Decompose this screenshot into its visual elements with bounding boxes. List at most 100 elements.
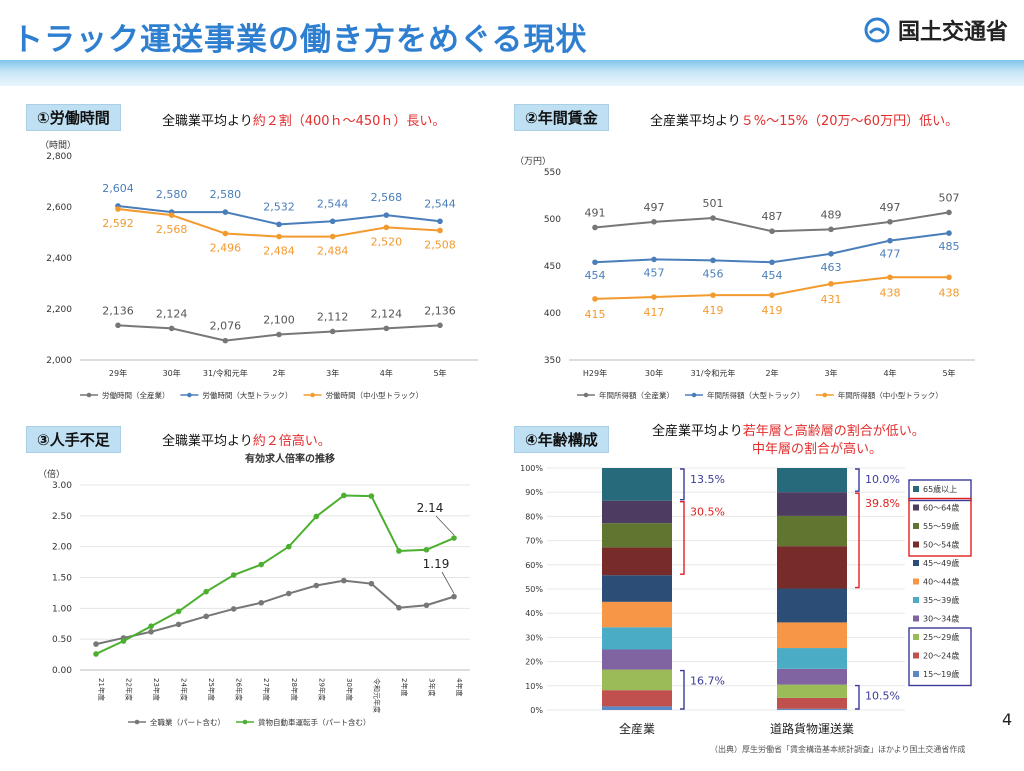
data-point [175, 608, 182, 615]
bar-segment [602, 649, 672, 670]
data-point [651, 294, 657, 300]
data-label: 507 [939, 191, 960, 204]
x-tick-label: 2年度 [400, 678, 409, 696]
data-point [396, 548, 402, 554]
legend-swatch [913, 560, 919, 566]
data-point [230, 572, 237, 578]
bar-segment [777, 668, 847, 685]
legend-swatch [913, 615, 919, 622]
data-point [710, 257, 716, 264]
x-tick-label: 3年 [824, 368, 837, 378]
legend-swatch [913, 671, 919, 677]
data-label: 491 [585, 206, 606, 219]
legend-label: 年間所得額（中小型トラック） [838, 390, 943, 400]
x-tick-label: 令和元年度 [372, 678, 381, 713]
bracket [680, 468, 685, 501]
panel-wage-title: ②年間賃金 [514, 104, 609, 131]
data-label: 497 [644, 201, 665, 214]
data-point [276, 233, 282, 240]
bar-segment [602, 601, 672, 628]
data-point [93, 651, 99, 657]
legend-marker [242, 719, 248, 725]
x-tick-label: 5年 [433, 368, 446, 378]
y-tick-label: 20% [525, 658, 543, 667]
bar-segment [777, 468, 847, 493]
legend-label: 労働時間（中小型トラック） [326, 390, 424, 400]
y-tick-label: 2.00 [52, 543, 72, 553]
leader-line [441, 571, 455, 594]
y-tick-label: 450 [544, 262, 561, 272]
data-label: 2,604 [102, 182, 134, 195]
data-point [222, 209, 229, 215]
bar-segment [777, 546, 847, 589]
wage-line-chart: （万円） 350 400 450 500 550 H29年 30年 31/令和元年 2年 3年 4年 5… [515, 156, 975, 400]
y-tick-label: 500 [544, 215, 561, 225]
data-label: 497 [880, 201, 901, 214]
data-label: 2,484 [263, 245, 295, 258]
x-tick-label: 29年 [109, 368, 127, 378]
data-point [651, 219, 657, 225]
data-label: 501 [703, 197, 724, 210]
legend-swatch [913, 652, 919, 659]
data-label: 415 [585, 308, 606, 321]
x-tick-label: 31/令和元年 [203, 368, 248, 378]
panel-age-desc: 全産業平均より若年層と高齢層の割合が低い。 [652, 424, 925, 439]
data-point [828, 250, 834, 257]
logo: 国土交通省 [864, 14, 1008, 46]
x-tick-label: 30年度 [345, 678, 354, 701]
data-label: 485 [939, 240, 960, 253]
data-point [437, 227, 443, 234]
hours-line-chart: （時間） 2,000 2,200 2,400 2,600 2,800 29年 30年 31/令和… [40, 140, 478, 400]
legend-label: 労働時間（大型トラック） [202, 390, 292, 400]
data-point [93, 641, 99, 647]
y-tick-label: 100% [520, 464, 543, 473]
bracket [855, 468, 860, 492]
x-tick-label: 4年 [883, 368, 896, 378]
data-point [396, 604, 402, 611]
data-label: 2,124 [156, 307, 188, 320]
data-point [887, 237, 893, 244]
bar-segment [602, 706, 672, 710]
x-tick-label: 30年 [645, 368, 663, 378]
data-label: 463 [821, 261, 842, 274]
bar-segment [777, 648, 847, 669]
bar-segment [602, 500, 672, 524]
y-tick-label: 550 [544, 168, 561, 178]
panel-hours-title: ①労働時間 [26, 104, 121, 131]
legend-label: 60～64歳 [923, 503, 959, 513]
data-point [946, 209, 952, 216]
y-tick-label: 80% [525, 512, 543, 521]
data-point [341, 492, 347, 499]
y-tick-label: 40% [525, 609, 543, 618]
legend-group-box [908, 627, 972, 687]
data-point [710, 292, 716, 298]
y-tick-label: 2.50 [52, 512, 72, 522]
data-point [769, 259, 775, 266]
legend-swatch [913, 541, 919, 548]
bar-segment [777, 708, 847, 710]
legend-label: 年間所得額（全産業） [599, 390, 674, 400]
x-tick-label: 28年度 [290, 678, 299, 701]
data-point [368, 580, 375, 587]
x-tick-label: 30年 [163, 368, 181, 378]
y-tick-label: 2,000 [46, 356, 72, 366]
data-point [203, 613, 209, 620]
data-point [258, 561, 265, 568]
data-point [828, 281, 834, 287]
bracket [855, 492, 860, 589]
x-tick-label: 3年度 [427, 678, 436, 696]
series-line [95, 579, 455, 646]
page-title: トラック運送事業の働き方をめぐる現状 [12, 22, 588, 58]
legend-label: 貨物自動車運転手（パート含む） [258, 717, 371, 727]
data-point [437, 322, 443, 329]
bar-segment [602, 669, 672, 691]
data-point [769, 228, 775, 235]
bar-segment [602, 468, 672, 501]
x-tick-label: 2年 [765, 368, 778, 378]
end-value-label: 2.14 [417, 501, 444, 515]
legend-swatch [913, 523, 919, 529]
data-point [258, 599, 265, 606]
y-tick-label: 30% [525, 633, 543, 642]
data-label: 2,496 [210, 242, 242, 255]
x-tick-label: 3年 [326, 368, 339, 378]
